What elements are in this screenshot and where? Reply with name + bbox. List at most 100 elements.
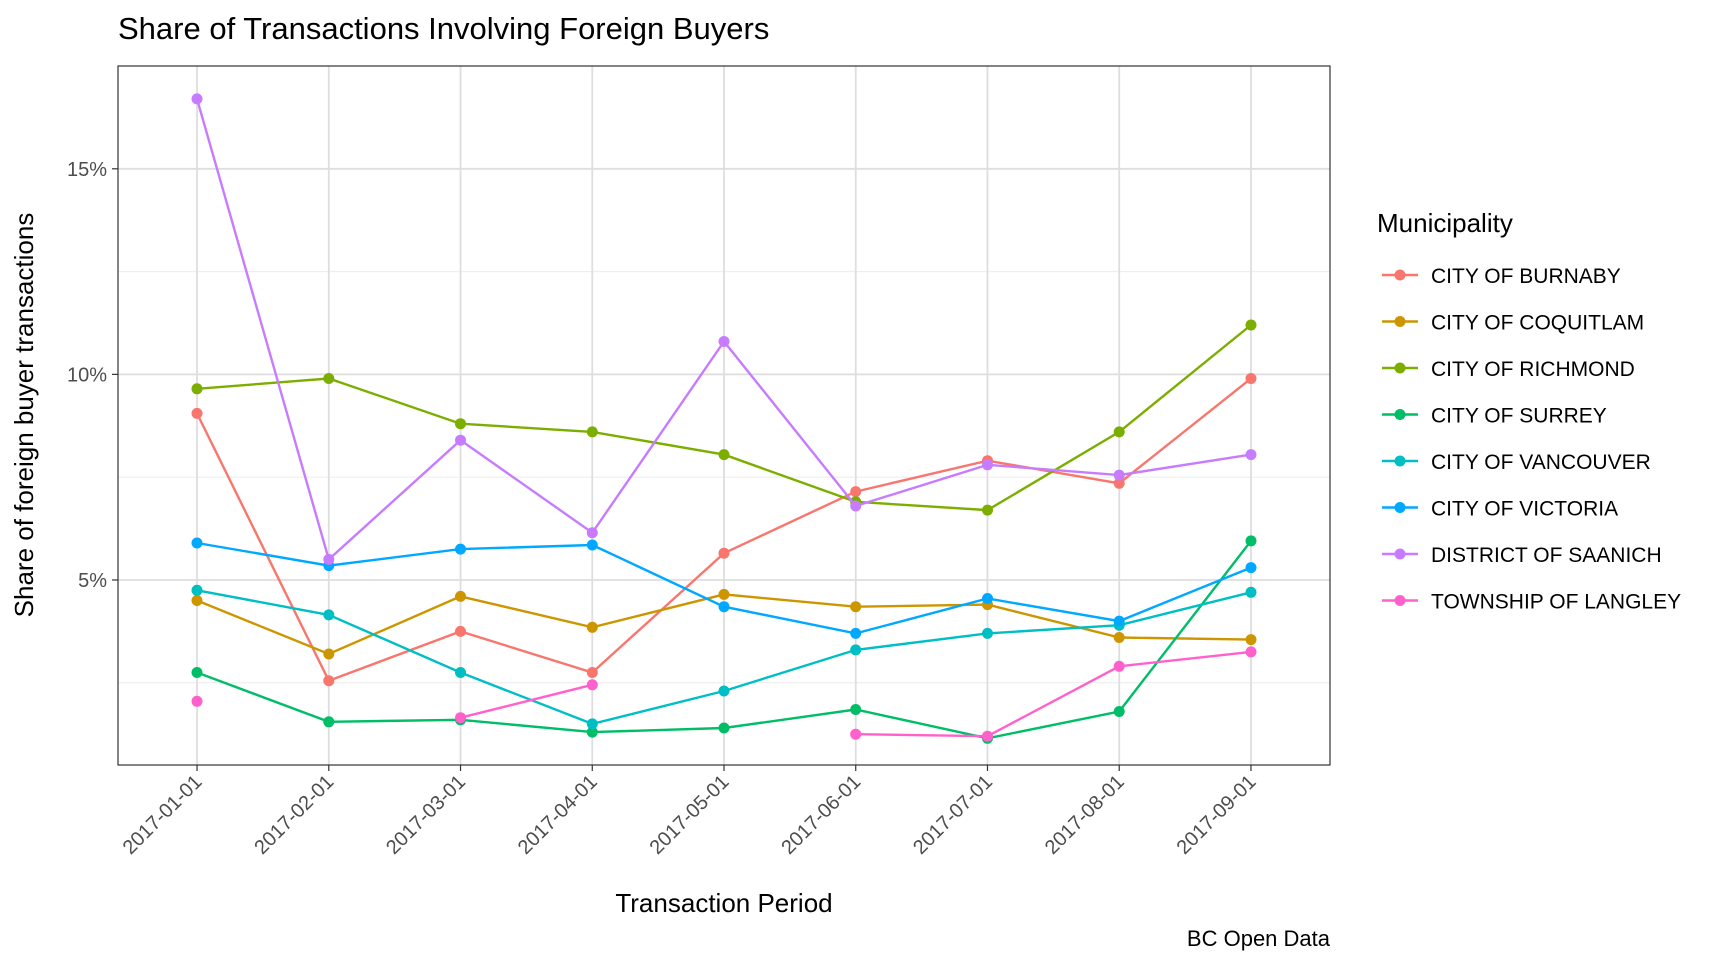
data-point (850, 500, 862, 512)
data-point (1113, 706, 1125, 717)
data-point (586, 527, 598, 539)
data-point (455, 590, 466, 602)
legend-marker (1394, 269, 1406, 281)
data-point (586, 426, 598, 438)
x-axis: 2017-01-01 2017-02-01 2017-03-01 2017-04-01… (119, 765, 1261, 859)
data-point (850, 704, 862, 715)
data-point (982, 730, 993, 742)
series-layer (191, 93, 1257, 744)
data-point (586, 726, 598, 738)
data-point (1245, 634, 1257, 646)
legend-label: CITY OF BURNABY (1431, 265, 1621, 288)
x-tick-label: 2017-04-01 (514, 771, 602, 859)
data-point (1245, 319, 1257, 331)
data-point (586, 667, 598, 678)
data-point (191, 595, 203, 606)
data-point (323, 609, 335, 621)
x-tick-label: 2017-08-01 (1041, 771, 1129, 859)
chart-caption: BC Open Data (1187, 926, 1331, 951)
data-point (323, 553, 335, 565)
y-tick-label: 10% (67, 364, 107, 386)
data-point (455, 712, 466, 724)
legend-marker (1394, 455, 1406, 467)
legend-marker (1394, 548, 1406, 560)
data-point (982, 627, 993, 639)
data-point (455, 543, 466, 555)
data-point (1245, 562, 1257, 574)
legend-label: CITY OF VANCOUVER (1431, 451, 1651, 474)
legend: CITY OF BURNABY CITY OF COQUITLAM CITY OF … (1382, 265, 1681, 614)
data-point (1245, 535, 1257, 547)
legend-marker (1394, 316, 1406, 327)
data-point (1113, 426, 1125, 438)
x-tick-label: 2017-01-01 (119, 771, 207, 859)
legend-marker (1394, 502, 1406, 513)
data-point (1113, 469, 1125, 481)
legend-label: CITY OF SURREY (1431, 405, 1607, 428)
data-point (1113, 615, 1125, 627)
data-point (455, 667, 466, 678)
data-point (1113, 660, 1125, 672)
grid-lines (118, 66, 1330, 765)
data-point (323, 716, 335, 728)
series (191, 537, 1257, 639)
data-point (191, 537, 203, 549)
y-axis: 5% 10% 15% (67, 159, 118, 592)
data-point (850, 601, 862, 613)
data-point (191, 93, 203, 105)
data-point (1113, 477, 1125, 489)
x-tick-label: 2017-03-01 (382, 771, 470, 859)
x-tick-label: 2017-07-01 (909, 771, 997, 859)
data-point (586, 539, 598, 551)
data-point (455, 418, 466, 430)
legend-label: DISTRICT OF SAANICH (1431, 544, 1662, 567)
data-point (1245, 373, 1257, 384)
chart-title: Share of Transactions Involving Foreign … (118, 11, 769, 46)
legend-marker (1394, 409, 1406, 420)
legend-marker (1394, 362, 1406, 374)
data-point (718, 336, 730, 347)
legend-marker (1394, 595, 1406, 606)
data-point (323, 373, 335, 384)
series-line (460, 683, 593, 719)
data-point (982, 593, 993, 604)
y-axis-title: Share of foreign buyer transactions (9, 213, 39, 618)
data-point (1245, 586, 1257, 598)
data-point (191, 584, 203, 596)
data-point (1245, 449, 1257, 461)
x-tick-label: 2017-02-01 (250, 771, 338, 859)
data-point (718, 449, 730, 461)
data-point (455, 625, 466, 637)
legend-label: CITY OF VICTORIA (1431, 498, 1618, 521)
data-point (850, 627, 862, 639)
data-point (323, 675, 335, 687)
series (191, 646, 1257, 742)
data-point (718, 601, 730, 613)
data-point (1245, 646, 1257, 658)
data-point (718, 547, 730, 559)
y-tick-label: 15% (67, 159, 107, 181)
x-tick-label: 2017-09-01 (1173, 771, 1261, 859)
data-point (982, 459, 993, 471)
data-point (586, 679, 598, 691)
data-point (323, 648, 335, 660)
legend-label: TOWNSHIP OF LANGLEY (1431, 591, 1681, 614)
data-point (586, 621, 598, 633)
x-axis-title: Transaction Period (615, 888, 832, 918)
data-point (191, 383, 203, 395)
legend-title: Municipality (1377, 208, 1513, 238)
x-tick-label: 2017-06-01 (777, 771, 865, 859)
data-point (718, 685, 730, 697)
data-point (191, 695, 203, 707)
x-tick-label: 2017-05-01 (646, 771, 734, 859)
series-line (855, 650, 1252, 738)
data-point (191, 667, 203, 678)
data-point (850, 486, 862, 498)
data-point (1113, 632, 1125, 643)
data-point (982, 504, 993, 516)
data-point (718, 588, 730, 600)
series (191, 535, 1257, 744)
data-point (455, 434, 466, 446)
y-tick-label: 5% (78, 570, 107, 592)
